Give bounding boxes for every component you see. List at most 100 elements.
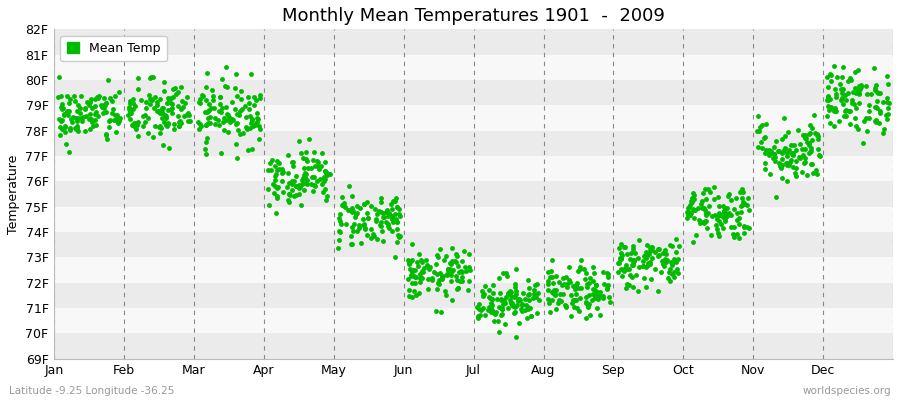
Point bbox=[695, 197, 709, 204]
Point bbox=[645, 255, 660, 262]
Point bbox=[405, 280, 419, 286]
Point bbox=[356, 222, 371, 228]
Point bbox=[835, 95, 850, 102]
Point bbox=[289, 192, 303, 198]
Point bbox=[852, 91, 867, 98]
Point bbox=[228, 106, 242, 113]
Point bbox=[267, 183, 282, 189]
Point bbox=[416, 269, 430, 276]
Point bbox=[318, 159, 332, 165]
Point bbox=[849, 89, 863, 96]
Point bbox=[555, 282, 570, 288]
Point bbox=[110, 116, 124, 122]
Point bbox=[431, 280, 446, 287]
Point bbox=[126, 99, 140, 106]
Point bbox=[346, 208, 360, 215]
Point bbox=[662, 266, 677, 273]
Point bbox=[241, 94, 256, 100]
Point bbox=[138, 112, 152, 119]
Point bbox=[762, 151, 777, 158]
Point bbox=[556, 291, 571, 298]
Point bbox=[618, 244, 633, 250]
Point bbox=[412, 275, 427, 281]
Point bbox=[639, 284, 653, 290]
Point bbox=[811, 133, 825, 139]
Point bbox=[445, 297, 459, 304]
Point bbox=[552, 279, 566, 286]
Point bbox=[784, 157, 798, 163]
Point bbox=[333, 218, 347, 224]
Point bbox=[802, 140, 816, 146]
Point bbox=[625, 262, 639, 268]
Point bbox=[704, 232, 718, 238]
Point bbox=[596, 295, 610, 301]
Point bbox=[641, 260, 655, 266]
Point bbox=[482, 294, 496, 300]
Point bbox=[771, 148, 786, 154]
Point bbox=[136, 123, 150, 130]
Point bbox=[159, 122, 174, 129]
Point bbox=[483, 294, 498, 301]
Point bbox=[215, 105, 230, 112]
Point bbox=[873, 108, 887, 115]
Point bbox=[220, 104, 234, 110]
Point bbox=[692, 217, 706, 223]
Point bbox=[685, 195, 699, 202]
Point bbox=[203, 105, 218, 112]
Point bbox=[69, 118, 84, 124]
Point bbox=[626, 284, 641, 290]
Point bbox=[501, 305, 516, 312]
Point bbox=[146, 74, 160, 81]
Point bbox=[201, 120, 215, 126]
Point bbox=[63, 127, 77, 134]
Point bbox=[648, 248, 662, 255]
Point bbox=[65, 118, 79, 125]
Point bbox=[663, 242, 678, 248]
Point bbox=[662, 268, 677, 275]
Point bbox=[500, 270, 514, 277]
Point bbox=[315, 189, 329, 195]
Point bbox=[199, 122, 213, 128]
Point bbox=[129, 126, 143, 133]
Point bbox=[726, 206, 741, 212]
Point bbox=[510, 298, 525, 304]
Point bbox=[302, 136, 316, 143]
Point bbox=[228, 84, 242, 91]
Point bbox=[408, 267, 422, 273]
Point bbox=[292, 191, 306, 197]
Point bbox=[751, 113, 765, 120]
Point bbox=[232, 131, 247, 138]
Point bbox=[614, 266, 628, 272]
Point bbox=[474, 288, 489, 294]
Point bbox=[471, 315, 485, 321]
Point bbox=[784, 142, 798, 148]
Point bbox=[107, 117, 122, 124]
Point bbox=[159, 114, 174, 121]
Point bbox=[364, 203, 379, 209]
Point bbox=[264, 167, 278, 174]
Point bbox=[589, 292, 603, 298]
Point bbox=[223, 116, 238, 122]
Point bbox=[742, 225, 757, 232]
Point bbox=[230, 141, 244, 148]
Point bbox=[687, 196, 701, 202]
Point bbox=[214, 109, 229, 116]
Point bbox=[156, 110, 170, 116]
Point bbox=[645, 243, 660, 250]
Point bbox=[612, 244, 626, 251]
Point bbox=[111, 118, 125, 124]
Point bbox=[670, 270, 685, 276]
Point bbox=[122, 109, 137, 116]
Point bbox=[82, 102, 96, 108]
Point bbox=[631, 288, 645, 294]
Point bbox=[369, 218, 383, 224]
Point bbox=[217, 115, 231, 121]
Point bbox=[688, 232, 703, 238]
Point bbox=[383, 201, 398, 207]
Point bbox=[374, 195, 388, 201]
Point bbox=[367, 232, 382, 239]
Point bbox=[130, 122, 145, 128]
Point bbox=[742, 207, 757, 213]
Point bbox=[616, 268, 631, 274]
Point bbox=[282, 190, 296, 197]
